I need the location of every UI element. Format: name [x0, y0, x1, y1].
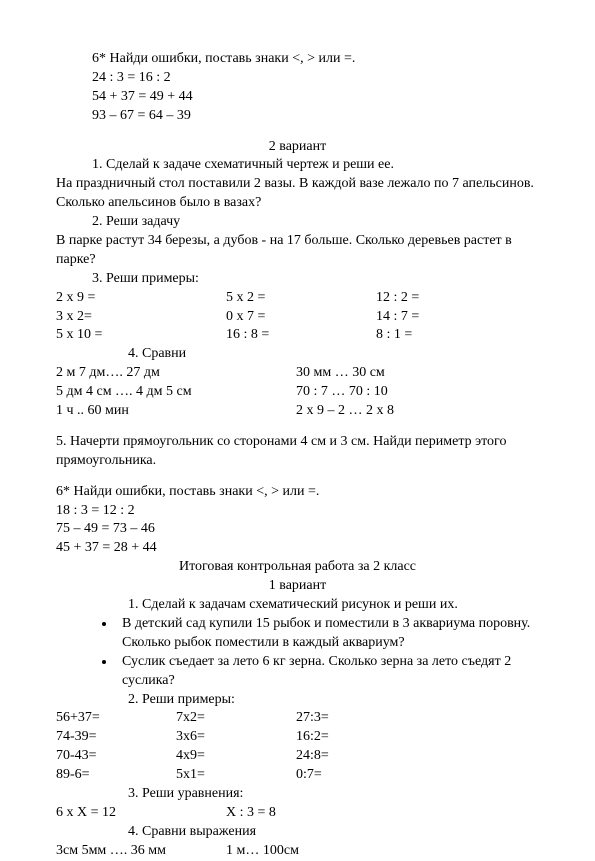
cell: 1 м… 100см [226, 842, 539, 861]
task6-line2: 54 + 37 = 49 + 44 [56, 88, 539, 107]
cell: 4х9= [176, 747, 296, 766]
v2-task3-title: 3. Реши примеры: [56, 270, 539, 289]
cell: 16:2= [296, 728, 416, 747]
v2-task3-row2: 3 х 2= 0 х 7 = 14 : 7 = [56, 308, 539, 327]
v2-task4-row1: 2 м 7 дм…. 27 дм 30 мм … 30 см [56, 364, 539, 383]
v2-task4-title: 4. Сравни [56, 345, 539, 364]
task6-header: 6* Найди ошибки, поставь знаки <, > или … [56, 50, 539, 69]
final-title1: Итоговая контрольная работа за 2 класс [56, 558, 539, 577]
final-title2: 1 вариант [56, 577, 539, 596]
v2-task5-text1: 5. Начерти прямоугольник со сторонами 4 … [56, 433, 539, 452]
v2-task3-row1: 2 х 9 = 5 х 2 = 12 : 2 = [56, 289, 539, 308]
v2-task2-text1: В парке растут 34 березы, а дубов - на 1… [56, 232, 539, 251]
cell: 3х6= [176, 728, 296, 747]
v2-task5-text2: прямоугольника. [56, 452, 539, 471]
cell: 70-43= [56, 747, 176, 766]
cell: 27:3= [296, 709, 416, 728]
v2-task6-line3: 45 + 37 = 28 + 44 [56, 539, 539, 558]
final-task2-row1: 56+37= 7х2= 27:3= [56, 709, 539, 728]
cell: 3см 5мм …. 36 мм [56, 842, 226, 861]
final-task2-row2: 74-39= 3х6= 16:2= [56, 728, 539, 747]
task6-line1: 24 : 3 = 16 : 2 [56, 69, 539, 88]
list-item: В детский сад купили 15 рыбок и поместил… [116, 615, 539, 653]
cell: 2 м 7 дм…. 27 дм [56, 364, 296, 383]
v2-task1-text2: Сколько апельсинов было в вазах? [56, 194, 539, 213]
cell: Х : 3 = 8 [226, 804, 539, 823]
cell: 2 х 9 – 2 … 2 х 8 [296, 402, 539, 421]
cell: 74-39= [56, 728, 176, 747]
cell: 5 дм 4 см …. 4 дм 5 см [56, 383, 296, 402]
cell: 0:7= [296, 766, 416, 785]
cell: 6 х Х = 12 [56, 804, 226, 823]
list-item: Суслик съедает за лето 6 кг зерна. Сколь… [116, 653, 539, 691]
v2-task1-title: 1. Сделай к задаче схематичный чертеж и … [56, 156, 539, 175]
cell: 30 мм … 30 см [296, 364, 539, 383]
cell: 5 х 10 = [56, 326, 226, 345]
final-task4-row: 3см 5мм …. 36 мм 1 м… 100см [56, 842, 539, 861]
cell: 5 х 2 = [226, 289, 376, 308]
final-task3-row: 6 х Х = 12 Х : 3 = 8 [56, 804, 539, 823]
cell: 7х2= [176, 709, 296, 728]
final-task2-row3: 70-43= 4х9= 24:8= [56, 747, 539, 766]
variant2-title: 2 вариант [56, 138, 539, 157]
cell: 1 ч .. 60 мин [56, 402, 296, 421]
bullet-text: В детский сад купили 15 рыбок и поместил… [122, 616, 530, 631]
cell: 89-6= [56, 766, 176, 785]
final-task2-title: 2. Реши примеры: [56, 691, 539, 710]
bullet-text: Сколько рыбок поместили в каждый аквариу… [122, 635, 405, 650]
final-task4-title: 4. Сравни выражения [56, 823, 539, 842]
final-task2-row4: 89-6= 5х1= 0:7= [56, 766, 539, 785]
cell: 70 : 7 … 70 : 10 [296, 383, 539, 402]
cell: 14 : 7 = [376, 308, 496, 327]
cell: 0 х 7 = [226, 308, 376, 327]
cell: 8 : 1 = [376, 326, 496, 345]
cell: 3 х 2= [56, 308, 226, 327]
final-task1-bullets: В детский сад купили 15 рыбок и поместил… [56, 615, 539, 691]
v2-task6-line1: 18 : 3 = 12 : 2 [56, 502, 539, 521]
cell: 2 х 9 = [56, 289, 226, 308]
cell: 5х1= [176, 766, 296, 785]
v2-task6-header: 6* Найди ошибки, поставь знаки <, > или … [56, 483, 539, 502]
bullet-text: Суслик съедает за лето 6 кг зерна. Сколь… [122, 654, 511, 688]
v2-task2-title: 2. Реши задачу [56, 213, 539, 232]
final-task3-title: 3. Реши уравнения: [56, 785, 539, 804]
cell: 24:8= [296, 747, 416, 766]
final-task1-title: 1. Сделай к задачам схематический рисуно… [56, 596, 539, 615]
v2-task4-row2: 5 дм 4 см …. 4 дм 5 см 70 : 7 … 70 : 10 [56, 383, 539, 402]
v2-task1-text1: На праздничный стол поставили 2 вазы. В … [56, 175, 539, 194]
v2-task4-row3: 1 ч .. 60 мин 2 х 9 – 2 … 2 х 8 [56, 402, 539, 421]
task6-line3: 93 – 67 = 64 – 39 [56, 107, 539, 126]
cell: 56+37= [56, 709, 176, 728]
cell: 12 : 2 = [376, 289, 496, 308]
v2-task6-line2: 75 – 49 = 73 – 46 [56, 520, 539, 539]
v2-task2-text2: парке? [56, 251, 539, 270]
v2-task3-row3: 5 х 10 = 16 : 8 = 8 : 1 = [56, 326, 539, 345]
cell: 16 : 8 = [226, 326, 376, 345]
